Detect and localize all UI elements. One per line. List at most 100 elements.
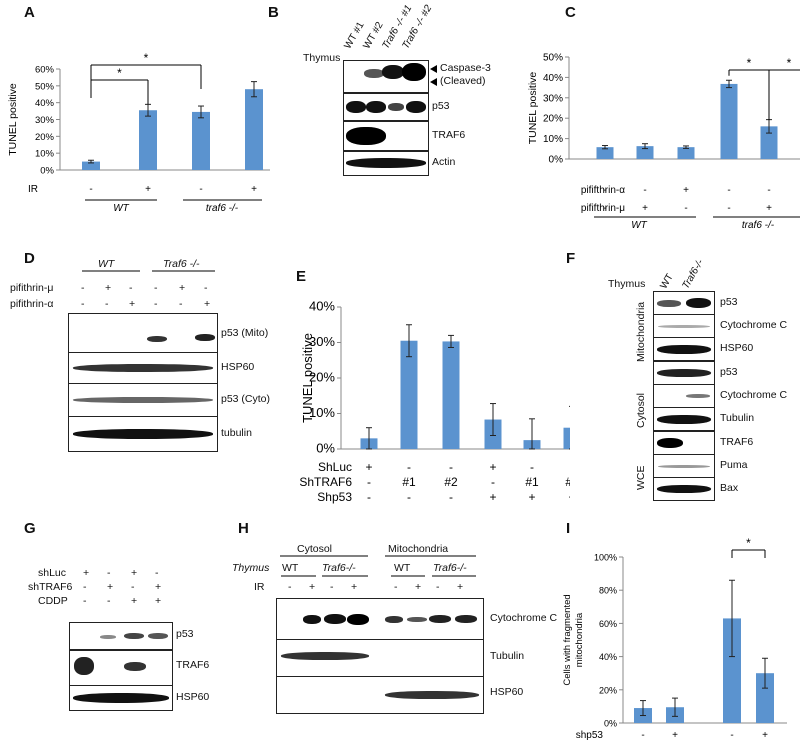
b-blot-traf6 bbox=[343, 120, 429, 152]
i-errorbar-2 bbox=[729, 579, 735, 658]
g-treat-r2-c1: - bbox=[107, 595, 111, 607]
panel-label-d: D bbox=[24, 250, 35, 267]
f-section-mito: Mitochondria bbox=[635, 301, 647, 362]
d-treat-r0-c3: - bbox=[154, 282, 158, 294]
d-group-wt: WT bbox=[98, 258, 115, 270]
c-group-0: WT bbox=[631, 220, 647, 231]
d-label-p53cyto: p53 (Cyto) bbox=[221, 393, 271, 405]
f-blot-cyto-cytc bbox=[653, 384, 715, 408]
e-ytick-label-4: 40% bbox=[309, 299, 335, 314]
a-bar-2 bbox=[192, 111, 210, 170]
c-row-0-cell-2: + bbox=[683, 185, 689, 196]
g-treat-r1-c1: + bbox=[107, 581, 114, 593]
c-ytick-label-4: 40% bbox=[543, 73, 563, 84]
e-row-1-cell-3: - bbox=[491, 475, 495, 489]
chart-c: 0% 10% 20% 30% 40% 50% TUNEL positive pififthri… bbox=[527, 53, 800, 231]
g-treat-r0-c1: - bbox=[107, 567, 111, 579]
g-treat-r1-c3: + bbox=[155, 581, 162, 593]
i-row-label-0: shp53 bbox=[576, 730, 604, 741]
e-errorbar-3 bbox=[490, 403, 496, 437]
h-geno-2: Traf6-/- bbox=[322, 562, 356, 574]
f-blot-wce-bax bbox=[653, 477, 715, 501]
panel-label-e: E bbox=[296, 268, 307, 285]
e-row-2-cell-1: - bbox=[407, 490, 411, 504]
c-row-1-cell-2: - bbox=[684, 203, 687, 214]
i-row-0-cell-1: + bbox=[672, 730, 678, 741]
i-ytick-label-5: 100% bbox=[594, 553, 617, 563]
h-blot-tubulin bbox=[276, 639, 484, 677]
a-ytick-label-4: 40% bbox=[35, 98, 55, 109]
e-row-2-cell-4: + bbox=[528, 490, 535, 504]
d-treat-r1-c0: - bbox=[81, 298, 85, 310]
g-treat-r0-c3: - bbox=[155, 567, 159, 579]
d-treat-mu-label: pifithrin-μ bbox=[10, 282, 54, 294]
e-ytick-label-1: 10% bbox=[309, 405, 335, 420]
i-errorbar-0 bbox=[640, 700, 646, 717]
h-geno-3: WT bbox=[394, 562, 411, 574]
a-sig-star-1: * bbox=[144, 51, 149, 65]
h-ir-r0-c0: - bbox=[288, 581, 292, 593]
e-errorbar-2 bbox=[448, 334, 454, 348]
a-row-0-cell-2: - bbox=[199, 184, 202, 195]
i-row-0-cell-3: + bbox=[762, 730, 768, 741]
h-ir-r0-c3: + bbox=[351, 581, 358, 593]
a-errorbar-2 bbox=[198, 105, 204, 119]
d-blot-p53cyto bbox=[68, 383, 218, 417]
c-ylabel: TUNEL positive bbox=[527, 72, 539, 145]
e-row-label-0: ShLuc bbox=[318, 460, 352, 474]
a-row-label-0: IR bbox=[28, 184, 38, 195]
e-row-0-cell-0: + bbox=[365, 460, 372, 474]
i-errorbar-3 bbox=[762, 657, 768, 689]
d-treat-r0-c2: - bbox=[129, 282, 133, 294]
f-lane-traf6: Traf6-/- bbox=[680, 257, 707, 291]
e-row-1-cell-5: #2 bbox=[565, 475, 570, 489]
i-ytick-label-1: 20% bbox=[599, 685, 617, 695]
e-row-2-cell-0: - bbox=[367, 490, 371, 504]
a-sig-bracket-1 bbox=[90, 64, 202, 89]
a-sig-star-0: * bbox=[117, 66, 122, 80]
b-blot-caspase bbox=[343, 60, 429, 94]
a-ytick-label-6: 60% bbox=[35, 65, 55, 76]
i-row-0-cell-2: - bbox=[730, 730, 733, 741]
b-arrows bbox=[430, 65, 437, 86]
c-errorbar-1 bbox=[642, 143, 648, 150]
f-label-6: Tubulin bbox=[720, 412, 755, 424]
h-geno-1: WT bbox=[282, 562, 299, 574]
e-row-label-1: ShTRAF6 bbox=[299, 475, 352, 489]
e-ylabel: TUNEL positive bbox=[300, 333, 315, 423]
c-row-1-cell-1: + bbox=[642, 203, 648, 214]
f-label-9: Bax bbox=[720, 482, 739, 494]
c-sig-star-0: * bbox=[747, 56, 752, 70]
d-label-p53mito: p53 (Mito) bbox=[221, 327, 269, 339]
c-row-0-cell-1: - bbox=[643, 185, 646, 196]
g-blot-hsp60 bbox=[69, 685, 173, 711]
h-ir-r0-c1: + bbox=[309, 581, 316, 593]
e-row-label-2: Shp53 bbox=[317, 490, 352, 504]
f-label-1: p53 bbox=[720, 296, 738, 308]
a-group-0: WT bbox=[113, 203, 129, 214]
f-blot-wce-puma bbox=[653, 454, 715, 478]
f-section-wce: WCE bbox=[635, 465, 647, 491]
c-ytick-label-1: 10% bbox=[543, 134, 563, 145]
d-label-hsp60: HSP60 bbox=[221, 361, 255, 373]
c-group-1: traf6 -/- bbox=[742, 220, 775, 231]
f-label-7: TRAF6 bbox=[720, 436, 754, 448]
g-treat-r1-c0: - bbox=[83, 581, 87, 593]
f-blot-mito-p53 bbox=[653, 291, 715, 315]
a-row-0-cell-3: + bbox=[251, 184, 257, 195]
b-tissue: Thymus bbox=[303, 52, 341, 64]
panel-label-g: G bbox=[24, 520, 36, 537]
a-ytick-label-0: 0% bbox=[40, 166, 54, 177]
a-ytick-label-2: 20% bbox=[35, 132, 55, 143]
g-treat-r0-c2: + bbox=[131, 567, 138, 579]
b-blot-actin bbox=[343, 150, 429, 176]
d-treat-r0-c4: + bbox=[179, 282, 186, 294]
c-errorbar-3 bbox=[726, 79, 732, 89]
g-treat-r2-c3: + bbox=[155, 595, 162, 607]
h-fraction-mito: Mitochondria bbox=[388, 543, 449, 555]
d-blot-p53mito bbox=[68, 313, 218, 353]
d-treat-r1-c2: + bbox=[129, 298, 136, 310]
i-ytick-label-0: 0% bbox=[604, 719, 617, 729]
b-label-actin: Actin bbox=[432, 156, 456, 168]
i-errorbar-1 bbox=[672, 697, 678, 717]
